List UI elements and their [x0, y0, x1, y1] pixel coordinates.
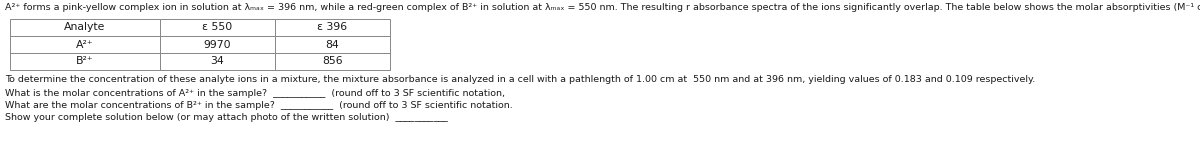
Bar	[160, 53, 275, 70]
Bar	[10, 19, 160, 36]
Text: 856: 856	[322, 57, 343, 67]
Bar	[275, 53, 390, 70]
Text: Show your complete solution below (or may attach photo of the written solution) : Show your complete solution below (or ma…	[5, 113, 448, 122]
Bar	[275, 19, 390, 36]
Text: To determine the concentration of these analyte ions in a mixture, the mixture a: To determine the concentration of these …	[5, 75, 1036, 84]
Text: ε 396: ε 396	[318, 22, 348, 32]
Text: 34: 34	[211, 57, 224, 67]
Text: 84: 84	[325, 39, 340, 49]
Text: A²⁺ forms a pink-yellow complex ion in solution at λₘₐₓ = 396 nm, while a red-gr: A²⁺ forms a pink-yellow complex ion in s…	[5, 3, 1200, 12]
Text: B²⁺: B²⁺	[76, 57, 94, 67]
Bar	[10, 36, 160, 53]
Bar	[275, 36, 390, 53]
Text: ε 550: ε 550	[203, 22, 233, 32]
Text: What are the molar concentrations of B²⁺ in the sample?  ___________  (round off: What are the molar concentrations of B²⁺…	[5, 101, 512, 110]
Bar	[10, 53, 160, 70]
Text: A²⁺: A²⁺	[76, 39, 94, 49]
Text: 9970: 9970	[204, 39, 232, 49]
Text: What is the molar concentrations of A²⁺ in the sample?  ___________  (round off : What is the molar concentrations of A²⁺ …	[5, 89, 505, 98]
Text: Analyte: Analyte	[65, 22, 106, 32]
Bar	[160, 36, 275, 53]
Bar	[160, 19, 275, 36]
